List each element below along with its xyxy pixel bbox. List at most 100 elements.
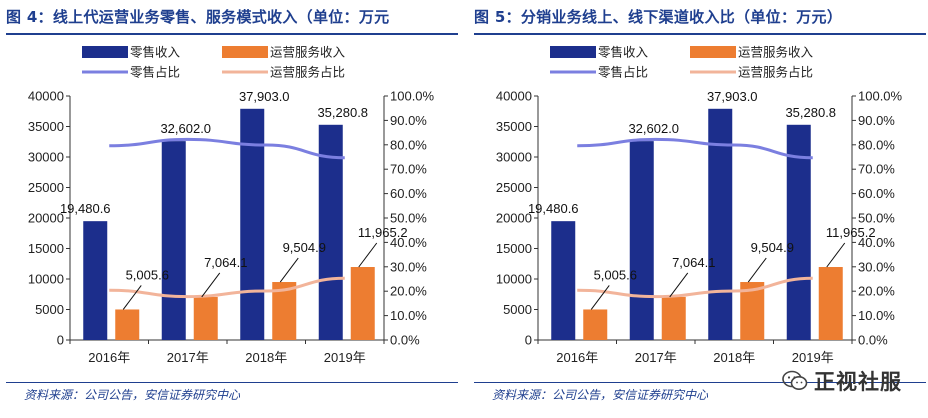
right-tick-label: 60.0% — [390, 186, 427, 201]
x-tick-label: 2016年 — [88, 350, 130, 365]
legend-label: 零售占比 — [130, 65, 180, 80]
right-tick-label: 20.0% — [390, 284, 427, 299]
left-tick-label: 5000 — [35, 302, 64, 317]
left-tick-label: 25000 — [496, 180, 532, 195]
retail-data-label: 32,602.0 — [160, 121, 211, 136]
right-tick-label: 50.0% — [390, 211, 427, 226]
left-tick-label: 20000 — [28, 211, 64, 226]
left-tick-label: 35000 — [28, 119, 64, 134]
left-tick-label: 0 — [57, 333, 64, 348]
left-tick-label: 0 — [525, 333, 532, 348]
left-tick-label: 40000 — [496, 89, 532, 104]
legend-swatch — [82, 46, 128, 58]
right-tick-label: 100.0% — [390, 89, 435, 104]
service-label-leader — [122, 285, 142, 310]
retail-data-label: 19,480.6 — [60, 201, 111, 216]
left-tick-label: 15000 — [28, 241, 64, 256]
service-data-label: 11,965.2 — [358, 225, 408, 240]
title-divider — [6, 33, 458, 35]
x-tick-label: 2017年 — [635, 350, 677, 365]
x-tick-label: 2019年 — [324, 350, 366, 365]
retail-data-label: 32,602.0 — [628, 121, 679, 136]
figure-title: 图 5：分销业务线上、线下渠道收入比（单位：万元） — [474, 8, 843, 26]
right-tick-label: 80.0% — [390, 137, 427, 152]
right-tick-label: 40.0% — [390, 235, 427, 250]
left-tick-label: 30000 — [28, 150, 64, 165]
retail-bar — [708, 108, 733, 340]
legend-swatch — [222, 46, 268, 58]
right-tick-label: 60.0% — [858, 186, 895, 201]
right-tick-label: 0.0% — [858, 333, 888, 348]
x-tick-label: 2019年 — [792, 350, 834, 365]
retail-data-label: 35,280.8 — [317, 105, 368, 120]
service-label-leader — [590, 285, 610, 310]
service-bar — [115, 309, 140, 340]
retail-bar — [551, 221, 576, 340]
legend-label: 运营服务收入 — [738, 45, 814, 60]
retail-data-label: 37,903.0 — [239, 89, 290, 104]
right-tick-label: 30.0% — [858, 259, 895, 274]
legend-swatch — [550, 46, 596, 58]
source-note: 资料来源：公司公告，安信证券研究中心 — [492, 388, 709, 402]
service-bar — [583, 309, 608, 340]
left-tick-label: 40000 — [28, 89, 64, 104]
service-bar — [350, 267, 375, 340]
left-tick-label: 15000 — [496, 241, 532, 256]
left-tick-label: 35000 — [496, 119, 532, 134]
retail-share-line — [577, 137, 813, 160]
source-note: 资料来源：公司公告，安信证券研究中心 — [24, 388, 241, 402]
service-data-label: 11,965.2 — [826, 225, 876, 240]
retail-data-label: 37,903.0 — [707, 89, 758, 104]
x-tick-label: 2018年 — [713, 350, 755, 365]
service-data-label: 9,504.9 — [283, 240, 326, 255]
service-label-leader — [826, 242, 846, 268]
service-data-label: 5,005.6 — [594, 267, 637, 282]
right-tick-label: 40.0% — [858, 235, 895, 250]
right-tick-label: 10.0% — [390, 308, 427, 323]
service-label-leader — [669, 272, 689, 298]
right-tick-label: 0.0% — [390, 333, 420, 348]
right-tick-label: 90.0% — [390, 113, 427, 128]
retail-bar — [240, 108, 265, 340]
right-tick-label: 30.0% — [390, 259, 427, 274]
retail-bar — [161, 141, 186, 340]
right-tick-label: 20.0% — [858, 284, 895, 299]
right-tick-label: 70.0% — [858, 162, 895, 177]
left-tick-label: 20000 — [496, 211, 532, 226]
legend-swatch — [690, 46, 736, 58]
source-divider — [6, 382, 458, 383]
service-bar — [193, 296, 218, 340]
service-data-label: 9,504.9 — [751, 240, 794, 255]
right-tick-label: 100.0% — [858, 89, 903, 104]
retail-bar — [786, 124, 811, 341]
watermark-text: 正视社服 — [814, 370, 902, 394]
legend-label: 零售收入 — [598, 45, 649, 60]
x-tick-label: 2018年 — [245, 350, 287, 365]
figure-5-panel: 图 5：分销业务线上、线下渠道收入比（单位：万元） 零售收入 运营服务收入 零售占比… — [474, 0, 928, 418]
wechat-icon — [782, 370, 808, 390]
service-data-label: 7,064.1 — [204, 255, 247, 270]
watermark: 正视社服 — [782, 366, 902, 396]
legend-label: 零售收入 — [130, 45, 181, 60]
right-tick-label: 70.0% — [390, 162, 427, 177]
x-tick-label: 2016年 — [556, 350, 598, 365]
legend-label: 运营服务占比 — [270, 65, 345, 80]
right-tick-label: 90.0% — [858, 113, 895, 128]
right-tick-label: 80.0% — [858, 137, 895, 152]
service-data-label: 5,005.6 — [126, 267, 169, 282]
service-label-leader — [358, 242, 378, 268]
retail-bar — [83, 221, 108, 340]
service-label-leader — [279, 257, 299, 283]
figure-title: 图 4：线上代运营业务零售、服务模式收入（单位：万元 — [6, 8, 390, 26]
retail-share-line — [109, 137, 345, 160]
retail-data-label: 35,280.8 — [785, 105, 836, 120]
retail-data-label: 19,480.6 — [528, 201, 579, 216]
left-tick-label: 10000 — [496, 272, 532, 287]
service-share-line — [577, 276, 813, 299]
service-bar — [661, 296, 686, 340]
service-label-leader — [747, 257, 767, 283]
right-tick-label: 50.0% — [858, 211, 895, 226]
x-tick-label: 2017年 — [167, 350, 209, 365]
legend-label: 运营服务收入 — [270, 45, 346, 60]
